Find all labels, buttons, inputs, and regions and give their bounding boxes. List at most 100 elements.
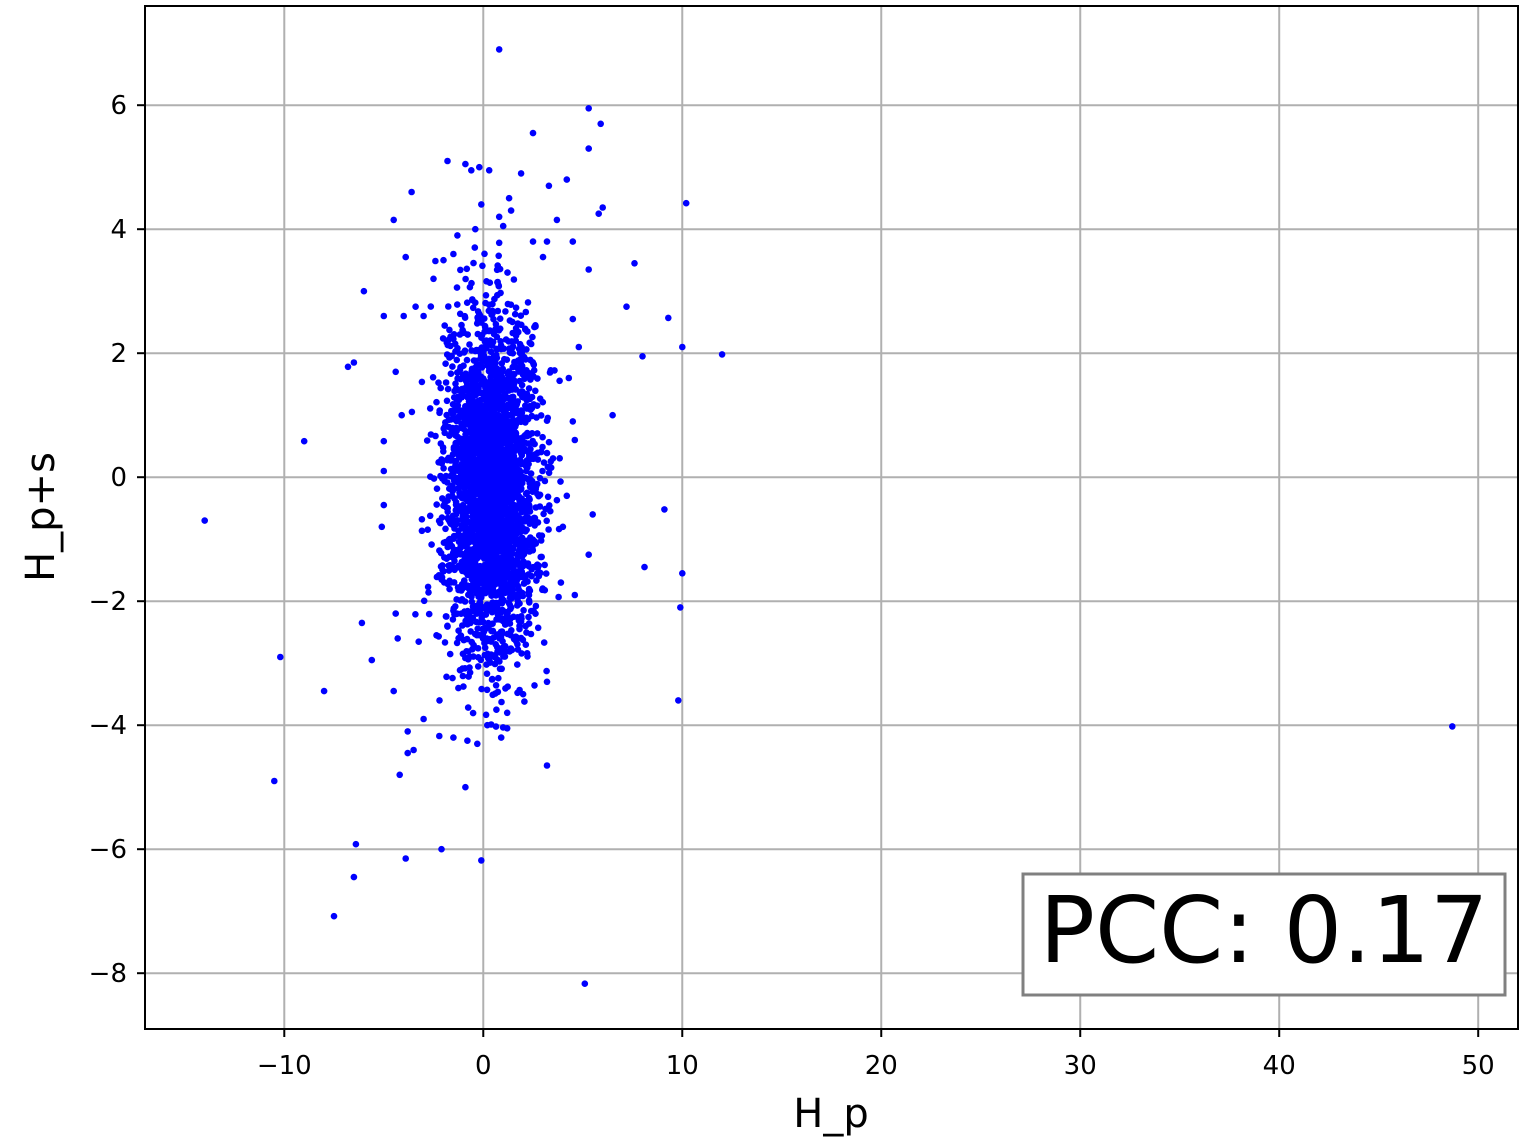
data-point [465,591,472,599]
data-point [446,432,453,440]
data-point [423,437,431,444]
data-point [445,567,453,574]
data-point [457,266,464,274]
data-point [462,783,469,791]
data-point [473,471,480,479]
data-point [475,446,483,454]
data-point [350,873,358,881]
data-point [463,356,471,364]
data-point [491,426,499,434]
data-point [469,495,476,503]
data-point [460,683,467,690]
data-point [496,547,503,554]
data-point [448,492,456,500]
data-point [502,685,509,692]
data-point [516,545,524,553]
data-point [455,684,462,692]
data-point [474,663,482,670]
data-point [450,445,458,453]
data-point [486,482,494,490]
data-point [490,452,498,460]
data-point [458,465,466,473]
data-point [491,654,499,661]
data-point [501,621,509,628]
data-point [458,420,466,427]
data-point [471,584,479,592]
data-point [585,266,592,273]
data-point [494,557,501,564]
data-point [507,605,514,613]
data-point [521,504,528,511]
data-point [585,551,592,558]
data-point [510,276,518,283]
data-point [440,425,448,432]
data-point [442,419,449,426]
data-point [518,381,526,389]
data-point [525,597,533,604]
data-point [480,396,488,403]
data-point [481,644,489,651]
data-point [509,343,517,350]
data-point [408,188,415,196]
data-point [679,570,686,577]
data-point [540,459,548,466]
data-point [515,481,523,489]
data-point [439,335,447,342]
data-point [449,457,457,464]
x-tick-label: 20 [865,1051,898,1081]
data-point [415,638,423,645]
data-point [459,665,466,672]
data-point [516,535,524,543]
data-point [536,474,544,482]
data-point [484,438,492,445]
data-point [682,199,690,207]
data-point [455,627,462,634]
data-point [481,410,488,417]
data-point [470,387,478,394]
data-point [426,512,434,520]
data-point [380,312,388,320]
data-point [489,338,497,346]
data-point [494,614,502,621]
data-point [468,279,475,287]
data-point [450,250,457,258]
data-point [487,348,495,356]
data-point [505,338,512,345]
data-point [426,405,434,412]
data-point [484,721,491,729]
data-point [505,194,513,202]
data-point [543,449,551,457]
data-point [471,244,479,251]
data-point [507,631,514,639]
data-point [402,855,410,862]
data-point [478,364,486,371]
data-point [541,586,549,594]
data-point [450,546,458,553]
data-point [491,660,499,668]
data-point [514,357,522,365]
data-point [491,437,499,444]
data-point [455,414,463,421]
data-point [461,551,469,558]
data-point [424,526,432,533]
data-point [492,690,499,697]
data-point [502,470,510,477]
data-point [519,690,527,698]
data-point [518,552,526,559]
data-point [427,303,435,310]
data-point [524,653,531,660]
data-point [493,413,500,421]
data-point [525,620,533,627]
data-point [454,393,461,401]
data-point [438,574,446,581]
data-point [486,327,494,334]
data-point [442,525,449,533]
x-tick-label: 40 [1263,1051,1296,1081]
data-point [481,250,488,258]
data-point [557,478,564,485]
data-point [526,496,533,503]
data-point [380,437,388,445]
data-point [506,349,514,356]
data-point [563,492,571,500]
data-point [433,398,440,406]
